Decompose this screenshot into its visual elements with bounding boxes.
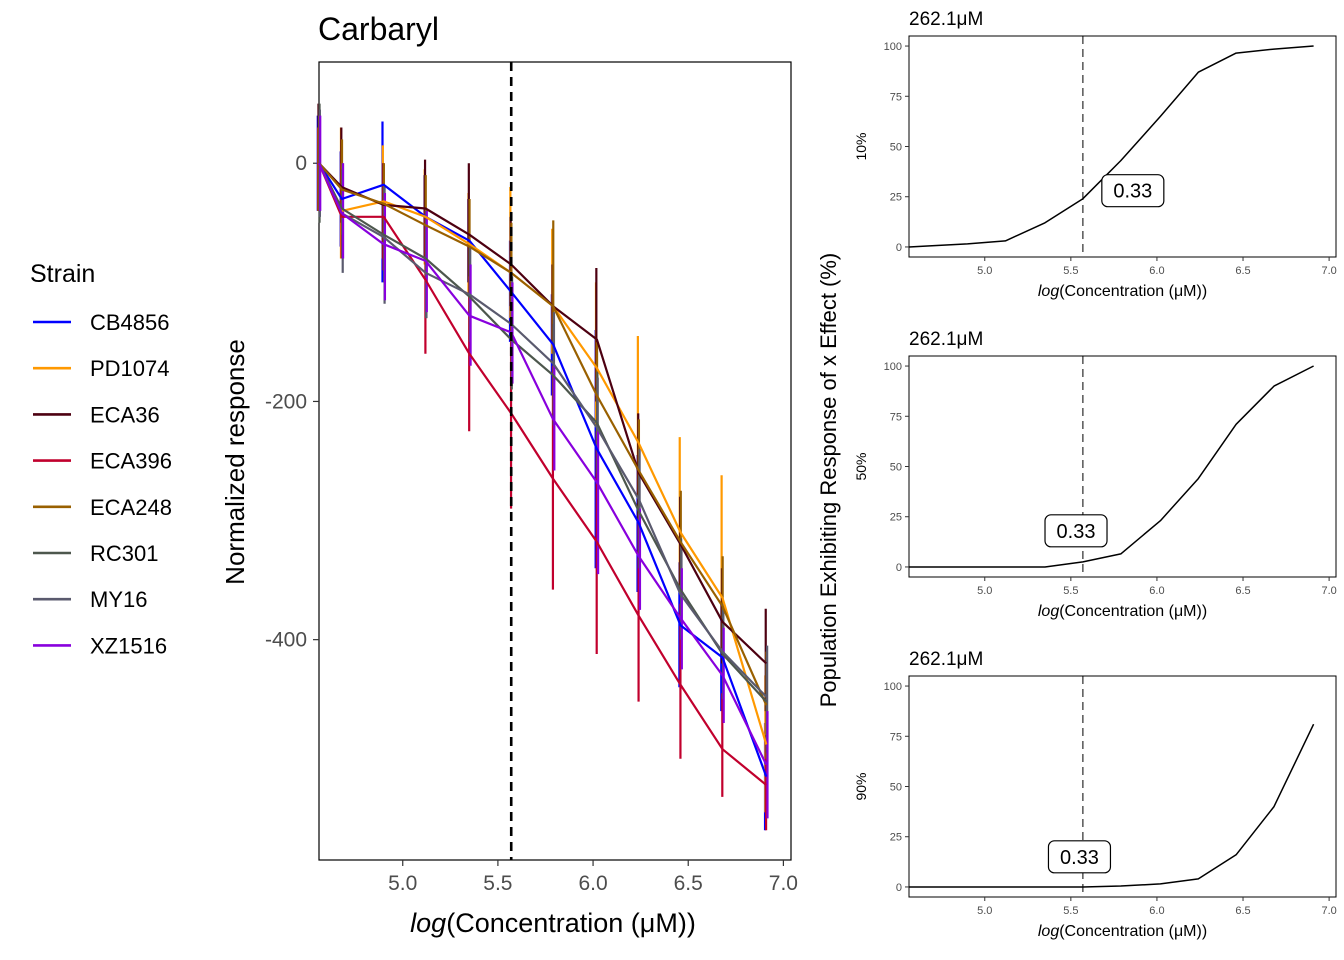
main-x-tick-label: 6.5 [674,872,703,895]
panel-annotation-box [1044,514,1108,548]
panel-x-tick-label: 6.5 [1235,905,1250,917]
panel-annotation-box [1101,174,1165,208]
main-x-tick-label: 5.5 [483,872,512,895]
series-line-eca248 [318,162,768,706]
panel-x-tick-label: 6.0 [1149,905,1164,917]
panel-y-tick-label: 75 [890,411,902,423]
main-chart-title: Carbaryl [318,11,439,47]
series-line-rc301 [318,162,768,703]
panel-x-tick-label: 5.5 [1063,905,1078,917]
panel-annotation-box [1047,840,1112,874]
panel-x-tick-label: 7.0 [1321,265,1336,277]
panel-curve [909,365,1314,568]
panel-y-axis-label: 50% [853,452,869,480]
legend-label-pd1074: PD1074 [90,356,170,381]
series-line-xz1516 [317,162,768,766]
panel-x-tick-label: 6.5 [1235,265,1250,277]
panel-title: 262.1μM [909,9,983,30]
series-line-my16 [317,162,768,698]
panel-90-percent: 262.1μM 5.0 5.5 6.0 6.5 7.0 0 25 50 75 100 90% log(C… [853,649,1337,940]
panel-10-percent: 262.1μM 5.0 5.5 6.0 6.5 7.0 0 25 50 75 100 10% log(C… [853,9,1337,300]
panel-annotation-label: 0.33 [1060,847,1099,869]
panel-x-tick-label: 7.0 [1321,585,1336,597]
panel-x-axis-label-rest: (Concentration (μM)) [1059,923,1207,940]
panel-title: 262.1μM [909,329,983,350]
panel-x-axis-label-italic: log [1038,283,1059,300]
main-y-axis-label: Normalized response [220,339,250,585]
panel-x-axis-label-rest: (Concentration (μM)) [1059,603,1207,620]
panel-y-tick-label: 75 [890,91,902,103]
series-line-cb4856 [318,162,768,777]
main-x-tick-label: 5.0 [388,872,417,895]
panel-y-tick-label: 50 [890,142,902,154]
panel-y-tick-label: 100 [884,681,902,693]
panel-frame [908,35,1337,258]
panel-x-axis-label-rest: (Concentration (μM)) [1059,283,1207,300]
shared-y-axis-label: Population Exhibiting Response of x Effe… [816,253,841,708]
panel-curve [909,723,1315,888]
panel-y-tick-label: 75 [890,731,902,743]
panel-y-tick-label: 50 [890,462,902,474]
main-x-axis-label-rest: (Concentration (μM)) [446,908,696,938]
legend-title: Strain [30,260,95,288]
panel-y-tick-label: 25 [890,192,902,204]
panel-x-axis-label: log(Concentration (μM)) [1038,923,1207,940]
panel-curve [908,45,1314,248]
panel-x-tick-label: 5.5 [1063,265,1078,277]
panel-x-tick-label: 7.0 [1321,905,1336,917]
panel-y-tick-label: 100 [884,361,902,373]
main-y-tick-label: -200 [265,390,307,413]
panel-frame [908,675,1337,898]
panel-y-tick-label: 100 [884,41,902,53]
panel-x-axis-label-italic: log [1038,603,1059,620]
panel-y-axis-label: 90% [853,772,869,800]
legend-label-eca248: ECA248 [90,495,172,520]
panel-y-tick-label: 0 [896,242,902,254]
main-plot-frame [318,61,792,861]
panel-y-tick-label: 50 [890,782,902,794]
main-x-tick-label: 6.0 [578,872,607,895]
series-line-eca396 [317,162,767,786]
legend-label-cb4856: CB4856 [90,310,170,335]
main-y-tick-label: -400 [265,629,307,652]
legend-label-xz1516: XZ1516 [90,633,167,658]
panel-y-axis-label: 10% [853,132,869,160]
panel-x-axis-label: log(Concentration (μM)) [1038,283,1207,300]
panel-y-tick-label: 25 [890,832,902,844]
legend-label-my16: MY16 [90,587,147,612]
legend: CB4856 PD1074 ECA36 ECA396 ECA248 RC301 MY16 XZ… [33,310,172,658]
panel-y-tick-label: 25 [890,512,902,524]
legend-label-rc301: RC301 [90,541,158,566]
main-x-axis-label-italic: log [410,908,446,938]
panel-x-axis-label: log(Concentration (μM)) [1038,603,1207,620]
panel-x-tick-label: 5.5 [1063,585,1078,597]
panel-x-tick-label: 5.0 [977,265,992,277]
main-x-tick-label: 7.0 [769,872,798,895]
main-x-axis-label: log(Concentration (μM)) [410,908,696,938]
panel-title: 262.1μM [909,649,983,670]
panel-x-axis-label-italic: log [1038,923,1059,940]
legend-label-eca36: ECA36 [90,402,160,427]
panel-50-percent: 262.1μM 5.0 5.5 6.0 6.5 7.0 0 25 50 75 100 50% log(C… [853,329,1337,620]
main-plot-area: 5.0 5.5 6.0 6.5 7.0 0 -200 -400 [265,61,798,895]
panel-y-tick-label: 0 [896,562,902,574]
panel-x-tick-label: 6.5 [1235,585,1250,597]
panel-x-tick-label: 6.0 [1149,265,1164,277]
panel-annotation-label: 0.33 [1113,181,1152,203]
panel-x-tick-label: 5.0 [977,905,992,917]
panel-x-tick-label: 6.0 [1149,585,1164,597]
panel-annotation-label: 0.33 [1057,521,1096,543]
series-line-pd1074 [318,162,768,745]
panel-x-tick-label: 5.0 [977,585,992,597]
panel-y-tick-label: 0 [896,882,902,894]
legend-label-eca396: ECA396 [90,449,172,474]
main-y-tick-label: 0 [295,152,307,175]
